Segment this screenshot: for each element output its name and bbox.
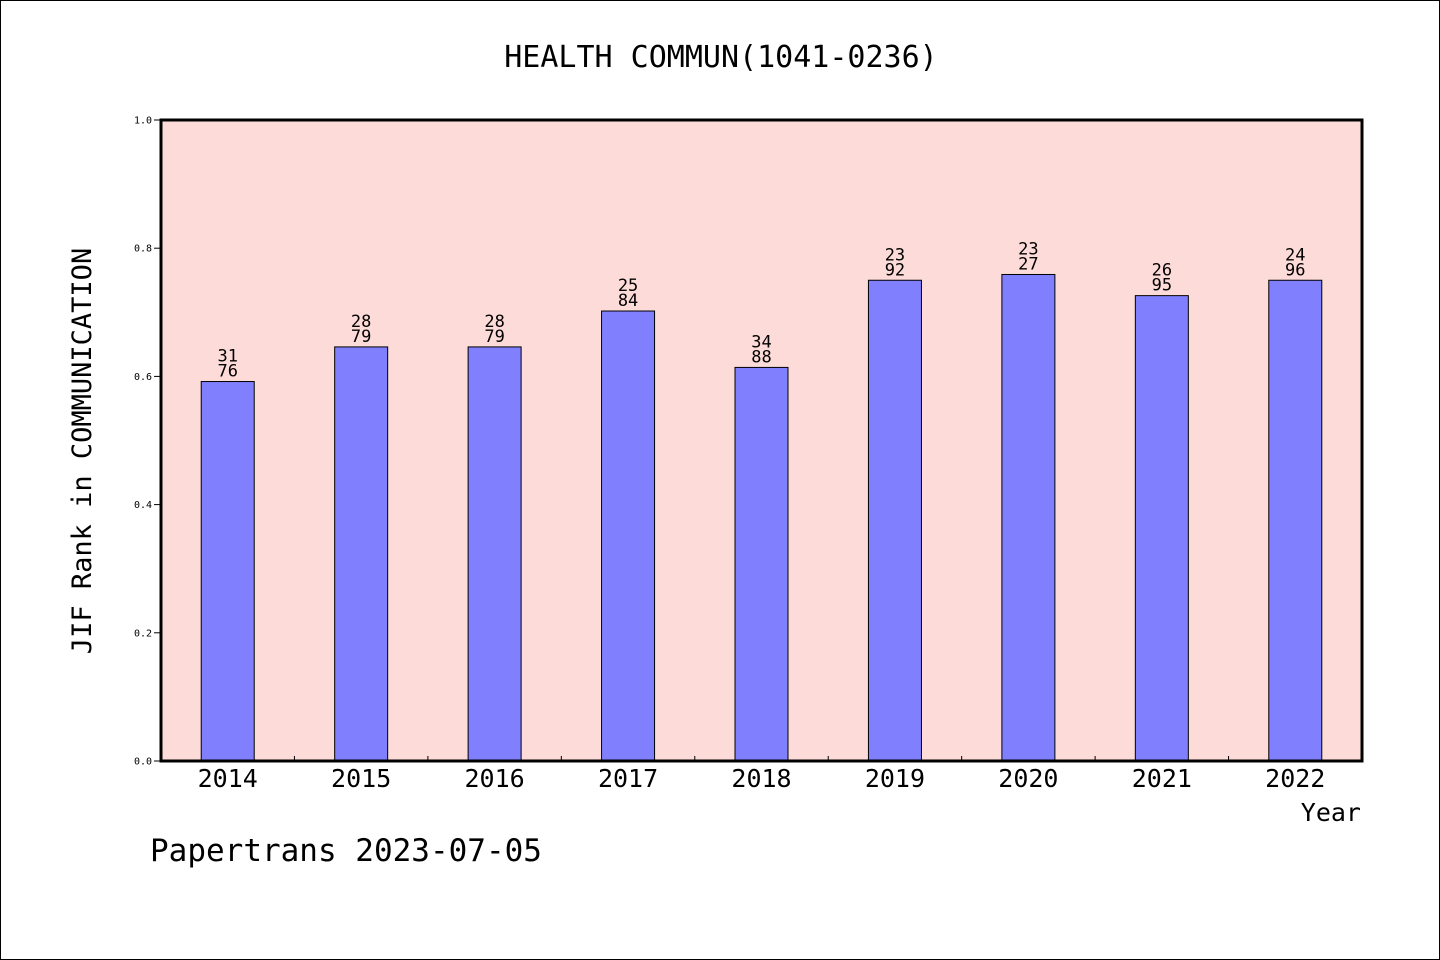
bar-total-label: 79 <box>351 327 371 347</box>
bar-rank-label: 23 <box>1018 239 1038 259</box>
y-tick-label: 0.8 <box>134 244 152 255</box>
bar-total-label: 84 <box>618 291 638 311</box>
bar-rank-label: 26 <box>1152 261 1172 281</box>
bar-total-label: 88 <box>751 347 771 367</box>
x-tick-label: 2019 <box>865 764 925 793</box>
x-axis-ticks: 2014 2015 2016 2017 2018 2019 2020 2021 2022 <box>198 756 1325 793</box>
x-tick-label: 2015 <box>331 764 391 793</box>
y-axis-ticks: 0.0 0.2 0.4 0.6 0.8 1.0 <box>134 116 161 768</box>
x-tick-label: 2017 <box>598 764 658 793</box>
x-tick-label: 2016 <box>465 764 525 793</box>
bar-rank-label: 25 <box>618 276 638 296</box>
bar <box>1268 279 1323 762</box>
bar-rank-label: 31 <box>217 347 237 367</box>
y-tick-label: 0.0 <box>134 757 152 768</box>
y-tick-label: 0.4 <box>134 500 152 511</box>
bar-rank-label: 24 <box>1285 245 1305 265</box>
x-tick-label: 2020 <box>998 764 1058 793</box>
x-tick-label: 2014 <box>198 764 258 793</box>
footer-credit: Papertrans 2023-07-05 <box>150 833 542 869</box>
bar <box>601 310 656 762</box>
x-tick-label: 2021 <box>1132 764 1192 793</box>
bar-rank-label: 28 <box>351 312 371 332</box>
bar <box>734 366 789 762</box>
bar-rank-label: 28 <box>484 312 504 332</box>
y-tick-label: 0.6 <box>134 372 152 383</box>
bar-rank-label: 23 <box>885 245 905 265</box>
plot-border <box>159 118 1364 763</box>
bar <box>1134 295 1189 762</box>
bar-total-label: 92 <box>885 260 905 280</box>
bar <box>200 381 255 762</box>
bar <box>1001 273 1056 762</box>
bar-total-label: 95 <box>1152 276 1172 296</box>
y-tick-label: 0.2 <box>134 628 152 639</box>
bar-total-label: 27 <box>1018 254 1038 274</box>
bar <box>334 346 389 762</box>
y-axis-label: JIF Rank in COMMUNICATION <box>67 248 98 654</box>
chart-title: HEALTH COMMUN(1041-0236) <box>504 40 937 75</box>
y-tick-label: 1.0 <box>134 116 152 127</box>
x-tick-label: 2018 <box>731 764 791 793</box>
x-tick-label: 2022 <box>1265 764 1325 793</box>
bar-total-label: 96 <box>1285 260 1305 280</box>
bar-total-label: 79 <box>484 327 504 347</box>
bar <box>867 279 922 762</box>
bar-rank-label: 34 <box>751 332 771 352</box>
x-axis-label: Year <box>1301 798 1361 827</box>
bar-total-label: 76 <box>217 362 237 382</box>
bar <box>467 346 522 762</box>
